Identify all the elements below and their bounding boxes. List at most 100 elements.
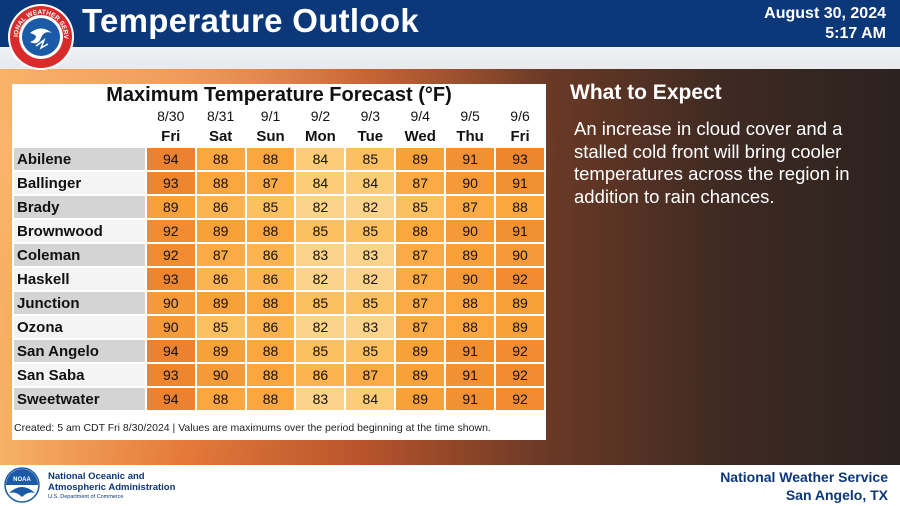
temperature-cell: 82 (296, 196, 345, 218)
temperature-cell: 92 (146, 220, 195, 242)
city-name: Haskell (14, 268, 145, 290)
nws-logo-icon: NATIONAL WEATHER SERVICE (6, 2, 74, 70)
table-row: Ozona 90 85 86 82 83 87 88 89 (14, 316, 544, 338)
temperature-cell: 86 (196, 268, 245, 290)
city-name: Coleman (14, 244, 145, 266)
temperature-cell: 85 (396, 196, 445, 218)
page-title: Temperature Outlook (82, 2, 419, 39)
temperature-cell: 90 (446, 172, 495, 194)
temperature-cell: 91 (496, 220, 544, 242)
column-day: Fri (510, 128, 530, 145)
temperature-cell: 85 (296, 220, 345, 242)
temperature-cell: 90 (446, 220, 495, 242)
temperature-cell: 92 (496, 268, 544, 290)
temperature-cell: 90 (446, 268, 495, 290)
city-name: Junction (14, 292, 145, 314)
day-header-row: Fri Sat Sun Mon Tue Wed Thu Fri (14, 127, 544, 146)
temperature-cell: 85 (346, 340, 395, 362)
city-name: Ballinger (14, 172, 145, 194)
temperature-cell: 89 (396, 148, 445, 170)
column-day: Fri (161, 128, 181, 145)
temperature-cell: 85 (296, 292, 345, 314)
temperature-cell: 87 (446, 196, 495, 218)
column-day: Sat (208, 128, 233, 145)
temperature-cell: 89 (496, 292, 544, 314)
issue-time: 5:17 AM (825, 25, 886, 42)
city-name: San Angelo (14, 340, 145, 362)
temperature-cell: 94 (146, 148, 195, 170)
temperature-cell: 82 (346, 196, 395, 218)
temperature-cell: 92 (496, 364, 544, 386)
city-name: Brownwood (14, 220, 145, 242)
temperature-cell: 85 (346, 292, 395, 314)
temperature-cell: 90 (146, 316, 195, 338)
temperature-cell: 89 (396, 388, 445, 410)
temperature-cell: 91 (496, 172, 544, 194)
city-name: Abilene (14, 148, 145, 170)
temperature-cell: 94 (146, 340, 195, 362)
column-date: 9/6 (510, 108, 530, 124)
column-date: 9/2 (310, 108, 331, 124)
column-day: Tue (357, 128, 384, 145)
table-row: Brownwood 92 89 88 85 85 88 90 91 (14, 220, 544, 242)
temperature-cell: 88 (246, 340, 295, 362)
city-name: Sweetwater (14, 388, 145, 410)
temperature-cell: 89 (146, 196, 195, 218)
temperature-cell: 82 (296, 268, 345, 290)
temperature-cell: 87 (246, 172, 295, 194)
table-row: San Saba 93 90 88 86 87 89 91 92 (14, 364, 544, 386)
temperature-cell: 89 (446, 244, 495, 266)
noaa-name-line2: Atmospheric Administration (48, 482, 176, 493)
noaa-name-line1: National Oceanic and (48, 471, 145, 482)
temperature-cell: 88 (496, 196, 544, 218)
temperature-cell: 85 (346, 220, 395, 242)
table-row: Ballinger 93 88 87 84 84 87 90 91 (14, 172, 544, 194)
temperature-cell: 90 (496, 244, 544, 266)
temperature-cell: 87 (396, 172, 445, 194)
header-bar: Temperature Outlook August 30, 2024 5:17… (0, 0, 900, 47)
temperature-cell: 90 (196, 364, 245, 386)
city-name: Ozona (14, 316, 145, 338)
temperature-cell: 86 (296, 364, 345, 386)
column-day: Sun (256, 128, 285, 145)
temperature-cell: 90 (146, 292, 195, 314)
temperature-cell: 86 (246, 316, 295, 338)
table-row: San Angelo 94 89 88 85 85 89 91 92 (14, 340, 544, 362)
column-date: 9/3 (360, 108, 381, 124)
temperature-cell: 87 (396, 268, 445, 290)
temperature-cell: 92 (496, 340, 544, 362)
temperature-cell: 84 (346, 172, 395, 194)
column-date: 9/1 (260, 108, 281, 124)
temperature-cell: 88 (196, 148, 245, 170)
issue-datetime: August 30, 2024 5:17 AM (764, 4, 886, 44)
forecast-table-body: Abilene 94 88 88 84 85 89 91 93 Ballinger 93 88 87 84… (14, 148, 544, 410)
footer-bar (0, 465, 900, 506)
table-row: Sweetwater 94 88 88 83 84 89 91 92 (14, 388, 544, 410)
temperature-cell: 88 (246, 292, 295, 314)
temperature-cell: 83 (296, 244, 345, 266)
temperature-cell: 84 (296, 172, 345, 194)
temperature-cell: 89 (396, 364, 445, 386)
temperature-cell: 88 (196, 172, 245, 194)
temperature-cell: 89 (396, 340, 445, 362)
table-row: Junction 90 89 88 85 85 87 88 89 (14, 292, 544, 314)
temperature-cell: 93 (146, 364, 195, 386)
temperature-cell: 89 (496, 316, 544, 338)
date-header-row: 8/30 8/31 9/1 9/2 9/3 9/4 9/5 9/6 (14, 108, 544, 125)
column-date: 8/31 (207, 108, 235, 124)
temperature-cell: 83 (346, 244, 395, 266)
temperature-cell: 92 (496, 388, 544, 410)
noaa-department: U.S. Department of Commerce (48, 494, 124, 500)
temperature-cell: 88 (246, 388, 295, 410)
temperature-cell: 92 (146, 244, 195, 266)
temperature-cell: 85 (346, 148, 395, 170)
office-line1: National Weather Service (720, 469, 888, 485)
temperature-cell: 84 (346, 388, 395, 410)
noaa-logo-text: NOAA (13, 477, 31, 483)
temperature-cell: 87 (396, 316, 445, 338)
temperature-cell: 89 (196, 340, 245, 362)
temperature-cell: 86 (196, 196, 245, 218)
what-to-expect-title: What to Expect (570, 81, 722, 104)
forecast-table-panel: Maximum Temperature Forecast (°F) 8/30 8… (12, 84, 546, 440)
temperature-cell: 91 (446, 364, 495, 386)
